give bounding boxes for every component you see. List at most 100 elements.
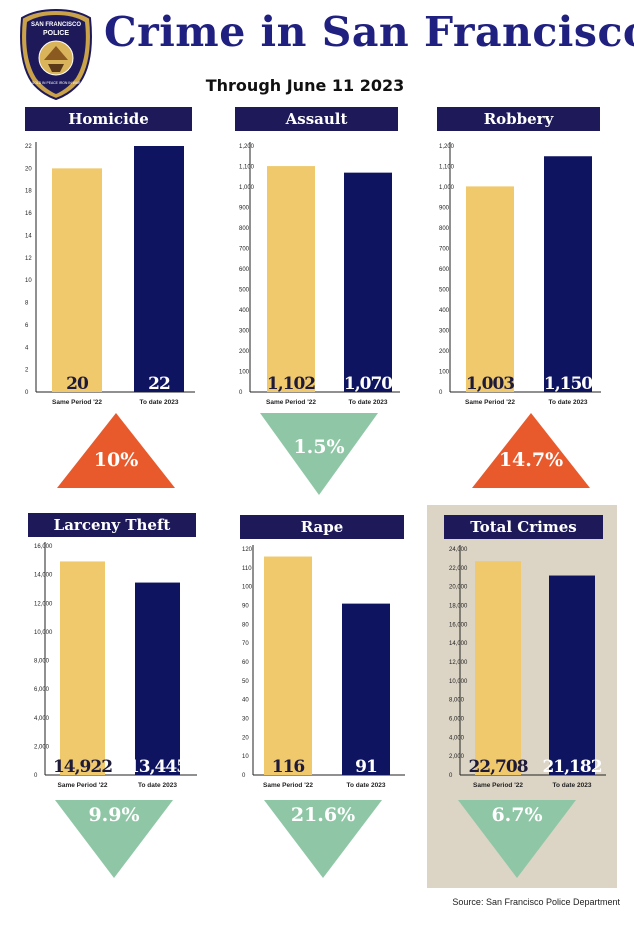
page-subtitle: Through June 11 2023 (205, 76, 405, 95)
robbery-bar-value-label: 1,003 (466, 374, 514, 394)
total-crimes-y-tick-label: 20,000 (449, 585, 468, 591)
page-title: Crime in San Francisco (104, 8, 634, 56)
homicide-y-tick-label: 20 (25, 166, 32, 172)
rape-category-label: Same Period '22 (263, 782, 313, 789)
assault-y-tick-label: 900 (239, 206, 250, 212)
homicide-y-tick-label: 8 (25, 301, 29, 307)
rape-change-indicator: 21.6% (264, 800, 382, 878)
larceny-theft-panel-title: Larceny Theft (28, 513, 196, 537)
rape-bar-2023 (342, 603, 390, 775)
homicide-bar-2022 (52, 168, 102, 392)
homicide-y-tick-label: 4 (25, 345, 29, 351)
rape-y-tick-label: 80 (242, 622, 249, 628)
homicide-bar-value-label: 20 (66, 374, 89, 394)
robbery-y-tick-label: 500 (439, 288, 450, 294)
total-crimes-bar-value-label: 22,708 (468, 757, 527, 777)
total-crimes-bar-2023 (549, 575, 595, 775)
total-crimes-panel-title: Total Crimes (444, 515, 603, 539)
assault-y-tick-label: 100 (239, 370, 250, 376)
assault-y-tick-label: 700 (239, 247, 250, 253)
assault-bar-value-label: 1,070 (344, 374, 393, 394)
robbery-y-tick-label: 1,100 (439, 165, 455, 171)
robbery-y-tick-label: 100 (439, 370, 450, 376)
larceny-theft-change-value: 9.9% (88, 804, 140, 826)
badge-top-text: SAN FRANCISCO (31, 22, 81, 28)
robbery-y-tick-label: 600 (439, 267, 450, 273)
homicide-change-value: 10% (93, 449, 139, 471)
larceny-theft-category-label: To date 2023 (138, 782, 177, 789)
total-crimes-category-label: To date 2023 (553, 782, 592, 789)
assault-bar-2023 (344, 172, 392, 392)
rape-y-tick-label: 20 (242, 735, 249, 741)
total-crimes-bar-2022 (475, 561, 521, 775)
robbery-bar-2023 (544, 156, 592, 392)
assault-y-tick-label: 600 (239, 267, 250, 273)
homicide-y-tick-label: 6 (25, 323, 29, 329)
assault-y-tick-label: 1,000 (239, 185, 255, 191)
assault-y-tick-label: 400 (239, 308, 250, 314)
larceny-theft-bar-value-label: 14,922 (53, 757, 112, 777)
rape-y-tick-label: 50 (242, 679, 249, 685)
rape-change-value: 21.6% (290, 804, 356, 826)
larceny-theft-y-tick-label: 2,000 (34, 744, 50, 750)
homicide-category-label: Same Period '22 (52, 399, 102, 406)
police-badge-logo: SAN FRANCISCO POLICE GOLD IN PEACE IRON … (20, 8, 92, 100)
rape-y-tick-label: 0 (242, 773, 246, 779)
total-crimes-y-tick-label: 24,000 (449, 547, 468, 553)
decrease-triangle-icon (260, 413, 378, 495)
homicide-change-indicator: 10% (57, 413, 175, 488)
total-crimes-y-tick-label: 4,000 (449, 735, 465, 741)
total-crimes-y-tick-label: 0 (449, 773, 453, 779)
larceny-theft-y-tick-label: 16,000 (34, 544, 53, 550)
assault-category-label: Same Period '22 (266, 399, 316, 406)
larceny-theft-y-tick-label: 0 (34, 773, 38, 779)
rape-panel-title: Rape (240, 515, 404, 539)
assault-change-value: 1.5% (293, 436, 345, 458)
rape-y-tick-label: 70 (242, 641, 249, 647)
total-crimes-y-tick-label: 18,000 (449, 604, 468, 610)
larceny-theft-y-tick-label: 10,000 (34, 630, 53, 636)
total-crimes-y-tick-label: 12,000 (449, 660, 468, 666)
rape-y-tick-label: 100 (242, 585, 253, 591)
larceny-theft-y-tick-label: 6,000 (34, 687, 50, 693)
increase-triangle-icon (57, 413, 175, 488)
assault-bar-2022 (267, 166, 315, 392)
homicide-y-tick-label: 0 (25, 390, 29, 396)
homicide-y-tick-label: 2 (25, 368, 29, 374)
total-crimes-category-label: Same Period '22 (473, 782, 523, 789)
total-crimes-bar-value-label: 21,182 (542, 757, 601, 777)
assault-category-label: To date 2023 (349, 399, 388, 406)
total-crimes-y-tick-label: 2,000 (449, 754, 465, 760)
rape-category-label: To date 2023 (347, 782, 386, 789)
robbery-category-label: Same Period '22 (465, 399, 515, 406)
decrease-triangle-icon (458, 800, 576, 878)
total-crimes-change-value: 6.7% (491, 804, 543, 826)
badge-motto: GOLD IN PEACE IRON IN WAR (32, 81, 81, 85)
robbery-bar-2022 (466, 186, 514, 392)
assault-bar-value-label: 1,102 (267, 374, 315, 394)
larceny-theft-category-label: Same Period '22 (58, 782, 108, 789)
homicide-panel-title: Homicide (25, 107, 192, 131)
assault-y-tick-label: 200 (239, 349, 250, 355)
rape-y-tick-label: 60 (242, 660, 249, 666)
homicide-y-tick-label: 18 (25, 189, 32, 195)
larceny-theft-change-indicator: 9.9% (55, 800, 173, 878)
assault-change-indicator: 1.5% (260, 413, 378, 495)
total-crimes-y-tick-label: 16,000 (449, 622, 468, 628)
larceny-theft-y-tick-label: 4,000 (34, 716, 50, 722)
larceny-theft-bar-2023 (135, 582, 180, 775)
total-crimes-change-indicator: 6.7% (458, 800, 576, 878)
assault-y-tick-label: 300 (239, 329, 250, 335)
robbery-y-tick-label: 0 (439, 390, 443, 396)
rape-bar-2022 (264, 556, 312, 775)
rape-y-tick-label: 40 (242, 698, 249, 704)
rape-y-tick-label: 30 (242, 717, 249, 723)
homicide-category-label: To date 2023 (140, 399, 179, 406)
homicide-y-tick-label: 14 (25, 233, 32, 239)
increase-triangle-icon (472, 413, 590, 488)
larceny-theft-bar-value-label: 13,445 (128, 757, 187, 777)
homicide-y-tick-label: 16 (25, 211, 32, 217)
robbery-y-tick-label: 800 (439, 226, 450, 232)
rape-y-tick-label: 120 (242, 547, 253, 553)
